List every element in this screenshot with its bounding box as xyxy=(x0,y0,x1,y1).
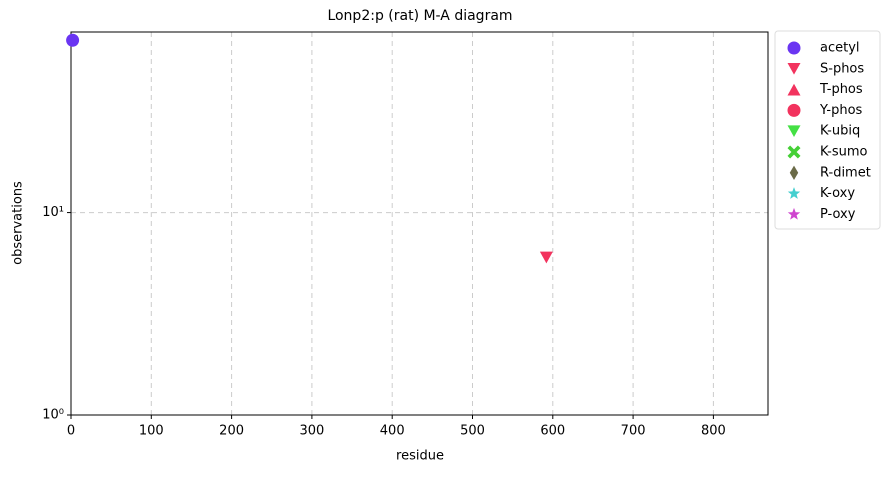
legend-marker xyxy=(787,41,801,55)
x-axis-label: residue xyxy=(396,449,444,464)
legend-label: S-phos xyxy=(820,61,864,76)
plot-frame xyxy=(70,31,769,416)
y-axis-label: observations xyxy=(11,181,26,265)
legend-marker xyxy=(787,145,801,159)
x-tick-label: 600 xyxy=(540,424,565,439)
x-tick-label: 500 xyxy=(460,424,485,439)
legend-label: K-oxy xyxy=(820,186,855,201)
legend-box xyxy=(774,30,881,230)
legend-label: R-dimet xyxy=(820,165,871,180)
x-tick-label: 300 xyxy=(299,424,324,439)
data-point xyxy=(539,251,553,264)
chart-title: Lonp2:p (rat) M-A diagram xyxy=(327,8,512,24)
x-tick-label: 800 xyxy=(701,424,726,439)
y-tick-label: 10⁰ xyxy=(42,408,64,423)
x-tick-label: 400 xyxy=(380,424,405,439)
legend-marker xyxy=(787,125,801,138)
legend-label: K-ubiq xyxy=(820,124,860,139)
legend-marker xyxy=(787,103,801,117)
legend-label: T-phos xyxy=(819,82,863,97)
y-tick-label: 10¹ xyxy=(42,205,64,220)
x-tick-label: 100 xyxy=(139,424,164,439)
legend-marker xyxy=(787,83,801,96)
legend-marker xyxy=(787,187,801,199)
x-tick-label: 700 xyxy=(621,424,646,439)
legend-marker xyxy=(787,207,801,220)
x-tick-label: 200 xyxy=(219,424,244,439)
legend-marker xyxy=(789,165,799,180)
legend-label: Y-phos xyxy=(819,103,863,118)
legend-label: acetyl xyxy=(820,41,860,56)
legend-marker xyxy=(787,62,801,75)
legend-label: P-oxy xyxy=(820,207,856,222)
data-point xyxy=(66,33,80,47)
x-tick-label: 0 xyxy=(67,424,75,439)
legend-label: K-sumo xyxy=(820,145,868,160)
